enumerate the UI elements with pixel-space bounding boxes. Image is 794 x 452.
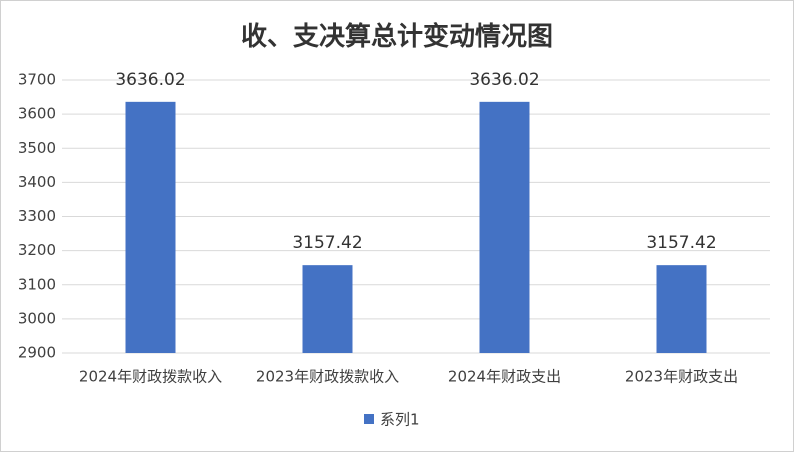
y-tick-label: 3500 — [18, 139, 56, 157]
x-tick-label: 2023年财政拨款收入 — [256, 368, 399, 386]
legend-swatch — [364, 414, 374, 424]
data-label: 3636.02 — [469, 70, 539, 90]
y-tick-label: 3600 — [18, 105, 56, 123]
y-tick-label: 3700 — [18, 71, 56, 89]
x-tick-label: 2023年财政支出 — [625, 368, 738, 386]
bar — [302, 265, 353, 353]
data-label: 3157.42 — [292, 233, 362, 253]
y-tick-label: 3000 — [18, 309, 56, 327]
bar — [125, 101, 176, 353]
x-tick-label: 2024年财政拨款收入 — [79, 368, 222, 386]
y-tick-label: 3100 — [18, 275, 56, 293]
legend-label: 系列1 — [380, 411, 420, 429]
bar — [479, 101, 530, 353]
data-label: 3636.02 — [115, 70, 185, 90]
y-tick-label: 3300 — [18, 207, 56, 225]
bar — [656, 265, 707, 353]
chart-title: 收、支决算总计变动情况图 — [241, 21, 553, 52]
data-label: 3157.42 — [646, 233, 716, 253]
y-tick-label: 2900 — [18, 344, 56, 362]
y-tick-label: 3400 — [18, 173, 56, 191]
y-tick-label: 3200 — [18, 241, 56, 259]
x-tick-label: 2024年财政支出 — [448, 368, 561, 386]
